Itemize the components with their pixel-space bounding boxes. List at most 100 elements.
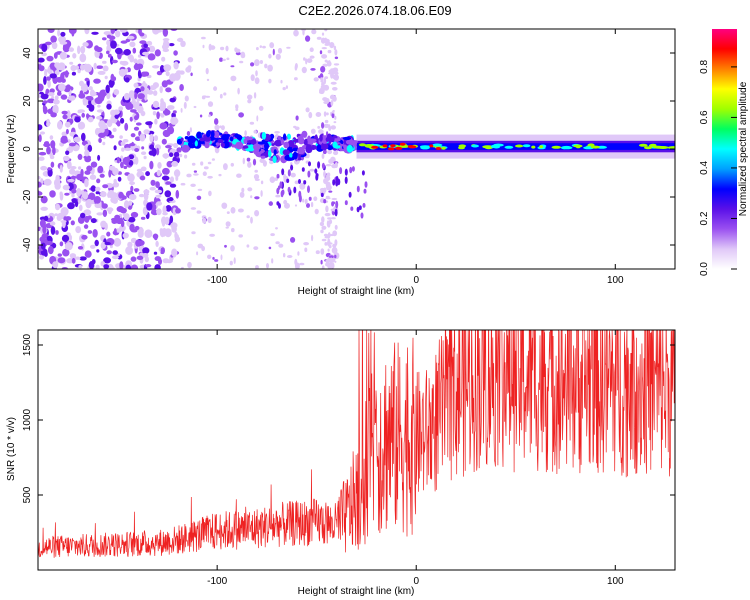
- noise-cell: [145, 121, 153, 126]
- noise-cell: [154, 144, 161, 151]
- noise-cell: [331, 217, 336, 220]
- noise-cell: [270, 233, 275, 237]
- noise-cell: [60, 31, 66, 37]
- signal-cell: [221, 142, 225, 148]
- signal-cell: [314, 168, 318, 174]
- noise-cell: [322, 63, 328, 67]
- noise-cell: [333, 121, 337, 124]
- noise-cell: [250, 62, 255, 67]
- noise-cell: [283, 199, 288, 205]
- noise-cell: [102, 65, 109, 72]
- noise-cell: [219, 57, 223, 62]
- noise-cell: [59, 41, 68, 45]
- noise-cell: [143, 71, 150, 77]
- noise-cell: [201, 36, 206, 40]
- signal-cell: [194, 140, 198, 147]
- noise-cell: [161, 175, 170, 181]
- noise-cell: [187, 57, 194, 63]
- noise-cell: [207, 161, 212, 165]
- noise-cell: [44, 41, 52, 46]
- noise-cell: [136, 255, 144, 260]
- noise-cell: [211, 158, 215, 161]
- noise-cell: [146, 202, 153, 211]
- noise-cell: [118, 68, 127, 77]
- noise-cell: [98, 132, 106, 138]
- noise-cell: [134, 156, 139, 165]
- noise-cell: [107, 238, 113, 242]
- noise-cell: [321, 265, 325, 269]
- noise-cell: [154, 118, 158, 125]
- noise-cell: [122, 139, 129, 143]
- noise-cell: [267, 64, 273, 72]
- noise-cell: [308, 111, 313, 119]
- noise-cell: [49, 221, 56, 226]
- noise-cell: [334, 254, 337, 259]
- noise-cell: [193, 173, 199, 176]
- noise-cell: [274, 131, 280, 134]
- noise-cell: [84, 29, 90, 35]
- signal-cell: [292, 147, 299, 152]
- noise-cell: [76, 188, 82, 197]
- noise-cell: [47, 98, 55, 104]
- signal-cell: [242, 145, 249, 149]
- noise-cell: [179, 84, 184, 91]
- noise-cell: [190, 72, 193, 77]
- noise-cell: [53, 99, 60, 105]
- noise-cell: [320, 37, 326, 44]
- noise-cell: [309, 55, 315, 59]
- noise-cell: [186, 131, 191, 136]
- noise-cell: [119, 135, 123, 139]
- noise-cell: [134, 148, 140, 152]
- noise-cell: [233, 257, 236, 264]
- noise-cell: [113, 237, 122, 247]
- signal-peak-cell: [435, 147, 442, 150]
- signal-cell: [363, 188, 367, 194]
- noise-cell: [139, 32, 145, 37]
- noise-cell: [161, 80, 168, 88]
- noise-cell: [171, 225, 177, 233]
- noise-cell: [102, 37, 107, 41]
- noise-cell: [223, 92, 227, 96]
- noise-cell: [305, 107, 310, 113]
- noise-cell: [45, 76, 51, 81]
- noise-cell: [169, 183, 177, 188]
- noise-cell: [327, 149, 333, 155]
- signal-cell: [307, 185, 310, 193]
- noise-cell: [160, 247, 165, 254]
- signal-cell: [293, 186, 297, 194]
- noise-cell: [108, 165, 116, 171]
- noise-cell: [259, 60, 263, 64]
- noise-cell: [130, 237, 137, 244]
- signal-cell: [298, 179, 301, 184]
- noise-cell: [62, 248, 70, 257]
- noise-cell: [213, 86, 218, 91]
- noise-cell: [190, 183, 196, 187]
- signal-cell: [356, 206, 360, 213]
- noise-cell: [128, 160, 134, 166]
- noise-cell: [246, 157, 251, 162]
- signal-cell: [319, 134, 323, 142]
- noise-cell: [334, 71, 339, 76]
- noise-cell: [71, 188, 77, 194]
- signal-cell: [317, 161, 321, 169]
- noise-cell: [309, 47, 314, 52]
- noise-cell: [127, 54, 134, 60]
- noise-cell: [304, 198, 308, 205]
- noise-cell: [320, 66, 326, 73]
- spectrogram-axes: -100 0 100 -40 -20 0 20 40: [22, 29, 675, 286]
- noise-cell: [247, 99, 252, 104]
- noise-cell: [98, 120, 106, 129]
- noise-cell: [187, 261, 192, 269]
- noise-cell: [329, 255, 334, 259]
- noise-cell: [60, 135, 68, 144]
- noise-cell: [155, 240, 159, 247]
- signal-cell: [332, 179, 336, 186]
- noise-cell: [96, 249, 100, 253]
- noise-cell: [120, 60, 129, 66]
- noise-cell: [47, 29, 55, 33]
- signal-cell: [283, 141, 290, 149]
- noise-cell: [111, 59, 118, 64]
- noise-cell: [283, 173, 286, 180]
- noise-cell: [334, 115, 337, 120]
- signal-cell: [264, 142, 269, 151]
